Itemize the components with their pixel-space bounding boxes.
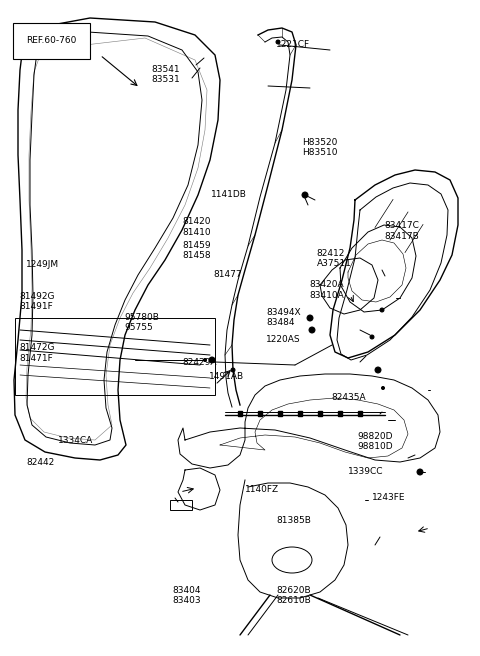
Text: 83420A
83410A: 83420A 83410A [310,280,344,300]
Circle shape [375,367,381,373]
Text: 1334CA: 1334CA [58,436,93,445]
Bar [338,411,342,416]
Text: 1339CC: 1339CC [348,466,384,476]
Text: 82435A: 82435A [331,393,366,402]
Text: 83494X
83484: 83494X 83484 [266,308,301,327]
Text: REF.60-760: REF.60-760 [26,36,77,45]
Bar [238,411,242,416]
Text: 1140FZ: 1140FZ [245,485,279,494]
Text: 81477: 81477 [214,270,242,279]
Circle shape [204,358,206,361]
Text: 98820D
98810D: 98820D 98810D [358,432,393,451]
Text: 81385B: 81385B [276,516,311,525]
Bar [298,411,302,416]
Bar [258,411,262,416]
Circle shape [231,368,235,372]
Text: 81459
81458: 81459 81458 [182,241,211,260]
Circle shape [309,327,315,333]
Text: 83417C
83417B: 83417C 83417B [384,221,419,241]
Text: H83520
H83510: H83520 H83510 [302,138,338,157]
Circle shape [209,357,215,363]
Text: 82429A: 82429A [182,358,217,367]
Circle shape [370,335,374,339]
Circle shape [302,192,308,198]
Circle shape [276,40,280,44]
Circle shape [382,386,384,390]
Text: 81472G
81471F: 81472G 81471F [19,343,55,363]
Text: 1491AB: 1491AB [209,372,244,381]
Text: 83541
83531: 83541 83531 [151,65,180,85]
Text: 1221CF: 1221CF [276,40,310,49]
Text: 83404
83403: 83404 83403 [173,586,202,605]
Bar [318,411,322,416]
Circle shape [417,469,423,475]
Text: 82620B
82610B: 82620B 82610B [276,586,311,605]
Text: 95780B
95755: 95780B 95755 [125,313,160,333]
Circle shape [307,315,313,321]
Text: 81492G
81491F: 81492G 81491F [19,292,55,312]
Text: 1220AS: 1220AS [266,335,301,344]
Bar [358,411,362,416]
Text: 81420
81410: 81420 81410 [182,217,211,237]
Circle shape [380,308,384,312]
Text: 1243FE: 1243FE [372,493,406,502]
Text: 82412
A37511: 82412 A37511 [317,249,352,268]
Bar [278,411,282,416]
Text: 1249JM: 1249JM [26,260,60,269]
Text: 82442: 82442 [26,458,55,467]
Text: 1141DB: 1141DB [211,190,247,199]
